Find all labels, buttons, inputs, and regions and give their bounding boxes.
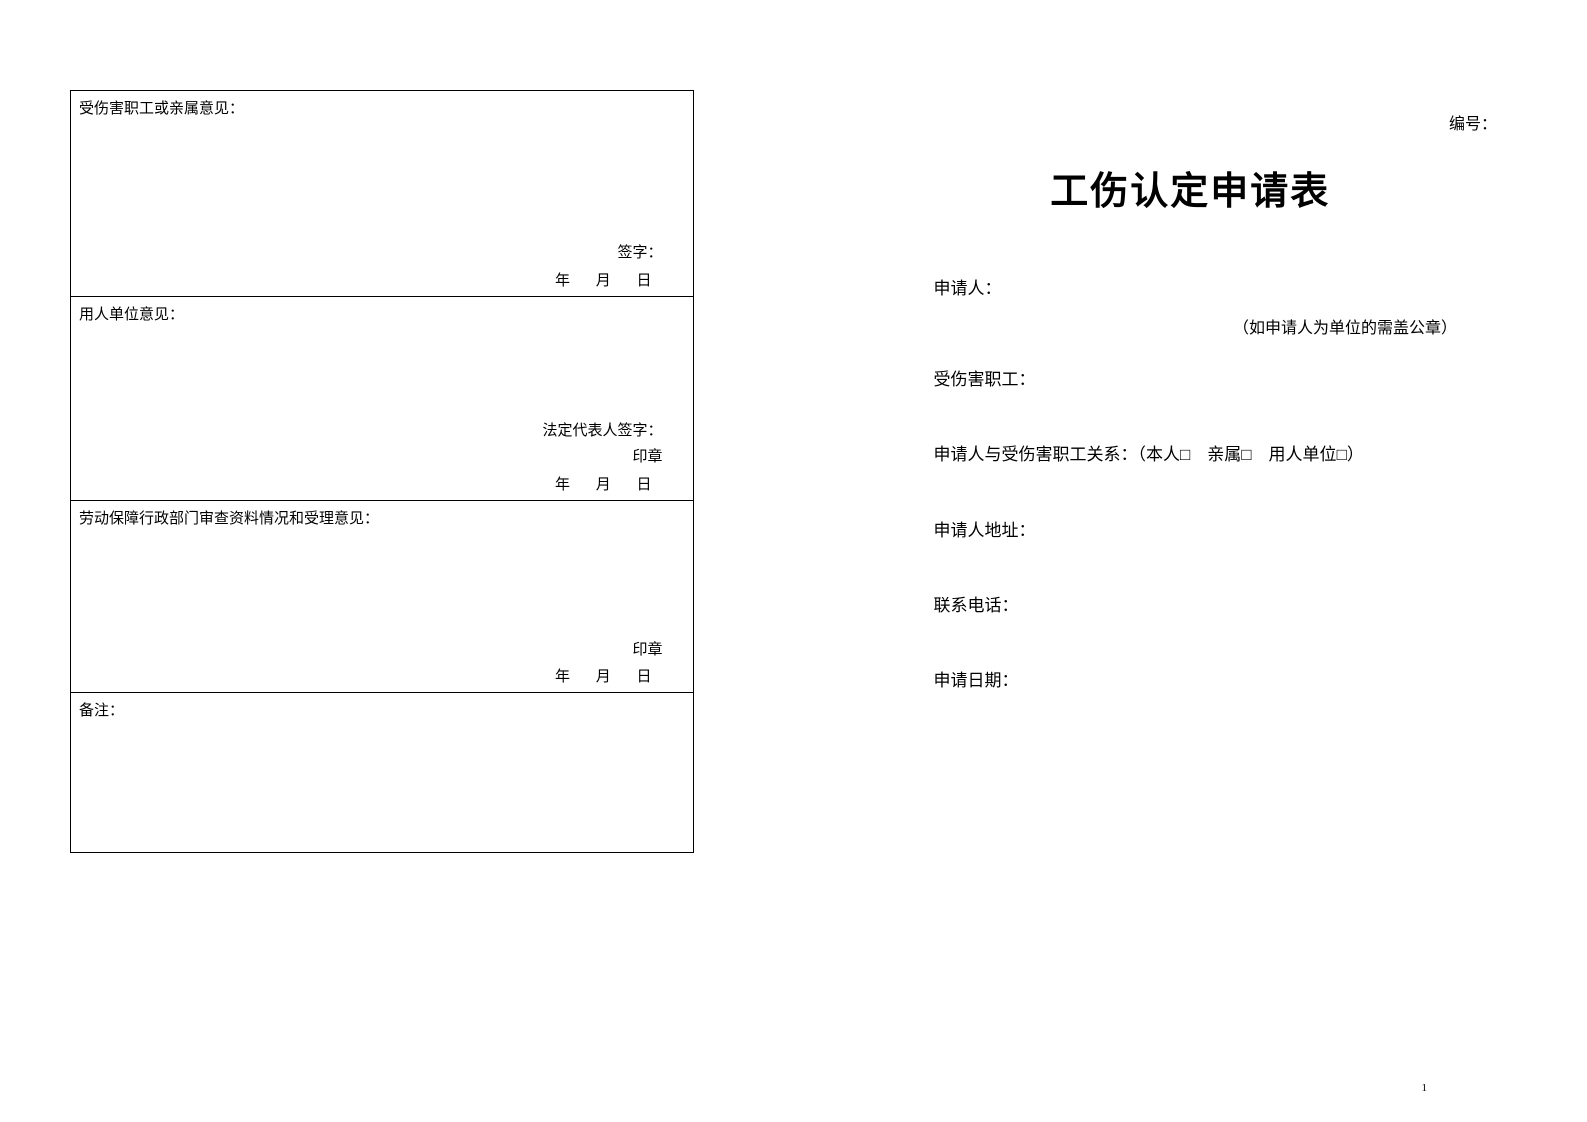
opinion-table: 受伤害职工或亲属意见： 签字： 年 月 日 用人单位意见： (70, 90, 694, 853)
injured-worker-field: 受伤害职工： (934, 366, 1478, 393)
cell-header: 受伤害职工或亲属意见： (71, 91, 693, 124)
serial-number-label: 编号： (1449, 110, 1497, 134)
cell-body-space (71, 330, 693, 420)
relationship-prefix: 申请人与受伤害职工关系：（本人 (934, 445, 1181, 464)
opinion-cell: 用人单位意见： 法定代表人签字： 印章 年 月 日 (71, 296, 694, 500)
applicant-field: 申请人： (934, 275, 1478, 302)
document-title: 工伤认定申请表 (874, 160, 1508, 215)
month-label: 月 (596, 273, 612, 289)
month-label: 月 (596, 669, 612, 685)
date-line: 年 月 日 (71, 665, 693, 692)
cell-header: 备注： (71, 693, 693, 726)
year-label: 年 (555, 273, 571, 289)
seal-note: （如申请人为单位的需盖公章） (934, 314, 1478, 338)
phone-field: 联系电话： (934, 592, 1478, 619)
application-date-field: 申请日期： (934, 667, 1478, 694)
table-row: 劳动保障行政部门审查资料情况和受理意见： 印章 年 月 日 (71, 500, 694, 693)
day-label: 日 (636, 669, 652, 685)
signature-line: 法定代表人签字： (71, 420, 693, 447)
relationship-field: 申请人与受伤害职工关系：（本人□ 亲属□ 用人单位□） (934, 441, 1478, 468)
table-row: 受伤害职工或亲属意见： 签字： 年 月 日 (71, 91, 694, 297)
applicant-fields: 申请人： （如申请人为单位的需盖公章） 受伤害职工： 申请人与受伤害职工关系：（… (874, 275, 1508, 694)
rel-spacer: 亲属 (1190, 445, 1241, 464)
cell-body-space (71, 124, 693, 242)
checkbox-self[interactable]: □ (1180, 445, 1190, 464)
page-number: 1 (1422, 1082, 1428, 1094)
cell-header: 用人单位意见： (71, 297, 693, 330)
checkbox-relative[interactable]: □ (1241, 445, 1251, 464)
rel-spacer: 用人单位 (1252, 445, 1337, 464)
signature-line: 签字： (71, 242, 693, 269)
relationship-suffix: ） (1347, 445, 1364, 464)
opinion-cell: 劳动保障行政部门审查资料情况和受理意见： 印章 年 月 日 (71, 500, 694, 693)
seal-line: 印章 (71, 639, 693, 666)
table-row: 用人单位意见： 法定代表人签字： 印章 年 月 日 (71, 296, 694, 500)
date-line: 年 月 日 (71, 473, 693, 500)
document-spread: 受伤害职工或亲属意见： 签字： 年 月 日 用人单位意见： (0, 0, 1587, 1122)
cell-header: 劳动保障行政部门审查资料情况和受理意见： (71, 501, 693, 534)
month-label: 月 (596, 477, 612, 493)
left-page: 受伤害职工或亲属意见： 签字： 年 月 日 用人单位意见： (0, 0, 794, 1122)
cell-body-space (71, 534, 693, 639)
address-field: 申请人地址： (934, 517, 1478, 544)
opinion-cell: 受伤害职工或亲属意见： 签字： 年 月 日 (71, 91, 694, 297)
remarks-cell: 备注： (71, 693, 694, 853)
date-line: 年 月 日 (71, 269, 693, 296)
table-row: 备注： (71, 693, 694, 853)
seal-line: 印章 (71, 446, 693, 473)
day-label: 日 (636, 273, 652, 289)
year-label: 年 (555, 477, 571, 493)
right-page: 编号： 工伤认定申请表 申请人： （如申请人为单位的需盖公章） 受伤害职工： 申… (794, 0, 1587, 1122)
day-label: 日 (636, 477, 652, 493)
year-label: 年 (555, 669, 571, 685)
checkbox-employer[interactable]: □ (1337, 445, 1347, 464)
